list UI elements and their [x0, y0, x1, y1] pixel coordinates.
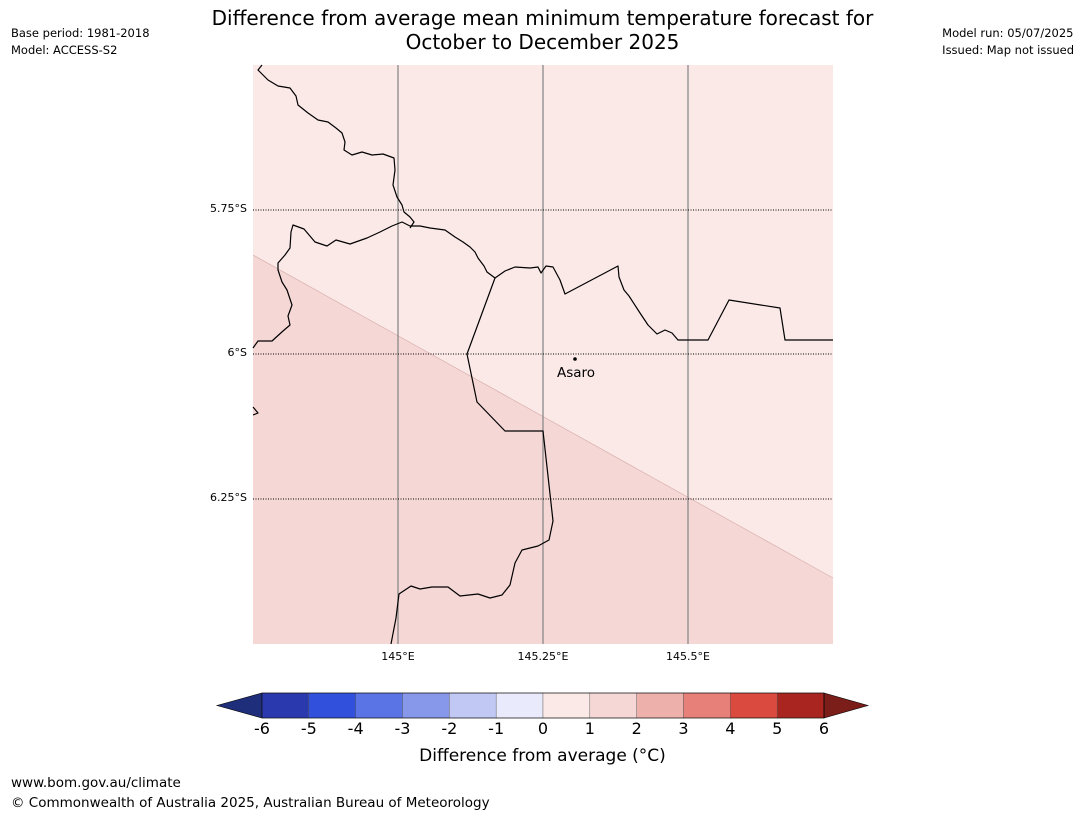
colorbar-bin — [730, 692, 778, 719]
colorbar-bin — [776, 692, 825, 719]
colorbar-bin — [308, 692, 356, 719]
model-name: Model: ACCESS-S2 — [11, 43, 118, 57]
colorbar-tick-label: 0 — [537, 719, 549, 738]
boundary-central — [252, 221, 833, 349]
lat-label-6: 6°S — [227, 346, 247, 359]
lon-label-145: 145°E — [381, 650, 415, 663]
colorbar-tick-label: -3 — [394, 719, 411, 738]
title-line-2: October to December 2025 — [405, 30, 680, 54]
colorbar-label: Difference from average (°C) — [419, 746, 666, 766]
asaro-marker — [573, 357, 577, 361]
colorbar-tick-label: 5 — [772, 719, 783, 738]
colorbar-tick-label: 1 — [584, 719, 595, 738]
colorbar-bin — [636, 692, 684, 719]
colorbar-bin — [402, 692, 450, 719]
issued-status: Issued: Map not issued — [942, 43, 1074, 57]
colorbar-bin — [355, 692, 403, 719]
boundary-west-fragment — [252, 406, 259, 416]
colorbar-outline — [261, 692, 825, 719]
boundary-north — [257, 64, 415, 229]
footer-url: www.bom.gov.au/climate — [11, 775, 181, 791]
lat-label-5-75: 5.75°S — [210, 202, 247, 215]
colorbar-tick-label: 4 — [725, 719, 736, 738]
colorbar-tick-label: 3 — [678, 719, 689, 738]
run-info: Model run: 05/07/2025 Issued: Map not is… — [942, 25, 1074, 59]
lon-label-145-25: 145.25°E — [517, 650, 569, 663]
colorbar-over-arrow — [823, 692, 870, 719]
colorbar-tick-label: -4 — [347, 719, 364, 738]
colorbar-bin — [449, 692, 497, 719]
colorbar-tick-label: 6 — [818, 719, 830, 738]
colorbar-tick-label: -1 — [488, 719, 505, 738]
footer-copyright: © Commonwealth of Australia 2025, Austra… — [11, 795, 490, 811]
colorbar-under-arrow — [215, 692, 263, 719]
model-info: Base period: 1981-2018 Model: ACCESS-S2 — [11, 25, 150, 59]
colorbar-bin — [589, 692, 637, 719]
base-period: Base period: 1981-2018 — [11, 26, 150, 40]
colorbar-bin — [683, 692, 731, 719]
colorbar — [215, 692, 870, 719]
boundary-south — [390, 277, 554, 645]
model-run: Model run: 05/07/2025 — [942, 26, 1074, 40]
lon-label-145-5: 145.5°E — [666, 650, 710, 663]
colorbar-bin — [495, 692, 544, 719]
colorbar-tick-label: -5 — [300, 719, 317, 738]
map-title: Difference from average mean minimum tem… — [150, 6, 935, 54]
colorbar-bin — [261, 692, 310, 719]
lat-label-6-25: 6.25°S — [210, 491, 247, 504]
colorbar-tick-label: 2 — [631, 719, 642, 738]
colorbar-tick-label: -2 — [441, 719, 458, 738]
title-line-1: Difference from average mean minimum tem… — [211, 6, 874, 30]
colorbar-bin — [542, 692, 591, 719]
place-label-asaro: Asaro — [557, 365, 596, 381]
colorbar-tick-label: -6 — [254, 719, 270, 738]
